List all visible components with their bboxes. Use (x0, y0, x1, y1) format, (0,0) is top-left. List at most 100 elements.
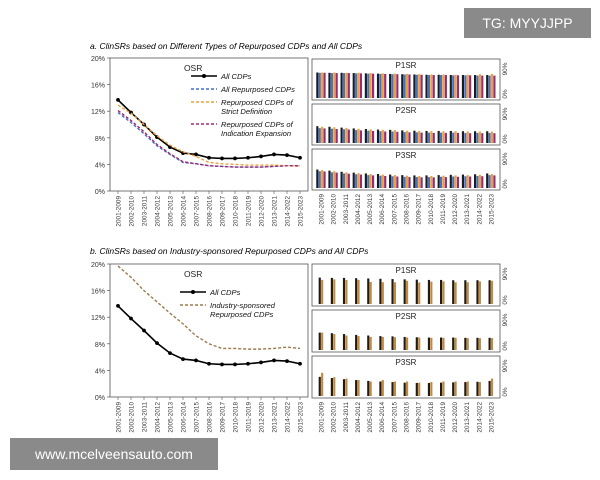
panel-label: OSR (184, 269, 202, 279)
bar-x-tick-label: 2010-2018 (428, 402, 435, 433)
bar (493, 175, 496, 188)
bar (430, 131, 433, 143)
bar (355, 73, 358, 98)
bar-x-tick-label: 2015-2023 (488, 402, 495, 433)
x-tick-label: 2003-2011 (142, 402, 149, 433)
bar (318, 277, 321, 304)
series-marker (272, 358, 276, 363)
bar (478, 74, 481, 98)
bar (432, 75, 435, 98)
bar (323, 128, 326, 143)
x-tick-label: 2004-2012 (155, 196, 162, 227)
bar (384, 131, 387, 143)
bar (318, 332, 321, 350)
bar-x-tick-label: 2009-2017 (416, 402, 423, 433)
bar (490, 338, 494, 350)
bar (432, 177, 435, 188)
bar (474, 174, 477, 188)
bar (323, 72, 326, 98)
bar-y-tick-label: 90% (502, 313, 509, 326)
series-marker (168, 351, 172, 356)
bar (318, 72, 321, 98)
series-marker (194, 358, 198, 363)
bar (367, 73, 370, 98)
bar (452, 280, 455, 304)
bar (418, 175, 421, 188)
x-tick-label: 2011-2019 (246, 196, 253, 227)
bar-y-tick-label: 0% (502, 341, 509, 351)
bar (355, 278, 358, 304)
bar (476, 337, 479, 350)
bar (442, 281, 445, 304)
bar-x-tick-label: 2007-2015 (391, 402, 398, 433)
bar (478, 174, 481, 188)
bar (342, 73, 346, 98)
bar (442, 381, 445, 396)
bar (466, 175, 469, 188)
bar (415, 337, 418, 350)
bar (364, 73, 367, 98)
bar (476, 75, 479, 98)
bar (420, 132, 423, 143)
bar (427, 337, 431, 350)
bar (391, 74, 394, 98)
bar (318, 376, 321, 396)
bar (328, 126, 331, 143)
bar (454, 337, 457, 350)
bar-x-tick-label: 2011-2019 (440, 402, 447, 433)
bar (396, 74, 399, 98)
watermark-top: TG: MYYJJPP (464, 8, 591, 38)
bar (330, 73, 333, 98)
bar (437, 130, 440, 143)
bar-x-tick-label: 2004-2012 (355, 194, 362, 225)
bar (345, 172, 348, 188)
bar (466, 74, 469, 98)
bar (379, 73, 382, 98)
series-marker (298, 155, 302, 160)
bar-y-tick-label: 90% (502, 152, 509, 165)
bar-x-tick-label: 2001-2009 (319, 402, 326, 433)
bar (359, 73, 363, 98)
bar-x-tick-label: 2010-2018 (428, 194, 435, 225)
bar (357, 336, 360, 350)
bar (418, 337, 421, 350)
legend-label: Indication Expansion (221, 129, 291, 138)
bar (442, 74, 445, 98)
series-marker (116, 97, 120, 102)
watermark-bottom: www.mcelveensauto.com (10, 438, 218, 470)
bar (393, 175, 397, 188)
bar-panel-label: P2SR (396, 312, 417, 321)
bar (437, 74, 440, 98)
bar (488, 132, 491, 143)
bar (415, 177, 418, 188)
y-tick-label: 4% (95, 162, 105, 169)
bar (415, 382, 418, 396)
bar (474, 75, 477, 98)
bar (430, 337, 433, 350)
bar (403, 132, 406, 143)
legend-label: Repurposed CDPs of (221, 120, 294, 129)
bar (389, 174, 392, 188)
bar (440, 132, 443, 143)
bar (342, 334, 346, 350)
bar (359, 174, 363, 188)
bar (490, 73, 494, 98)
series-marker (220, 156, 224, 161)
x-tick-label: 2015-2023 (298, 196, 305, 227)
bar (464, 75, 467, 98)
bar (481, 75, 484, 98)
bar (490, 131, 494, 143)
bar (488, 280, 491, 304)
bar (408, 74, 411, 98)
bar (476, 280, 479, 304)
bar-panel-label: P3SR (396, 358, 417, 367)
series-marker (220, 362, 224, 367)
bar (393, 282, 397, 304)
bar (323, 171, 326, 188)
panel-label: OSR (184, 63, 202, 73)
bar (454, 74, 457, 98)
bar (442, 131, 445, 143)
bar (478, 382, 481, 396)
bar (347, 173, 350, 188)
bar (367, 175, 370, 188)
